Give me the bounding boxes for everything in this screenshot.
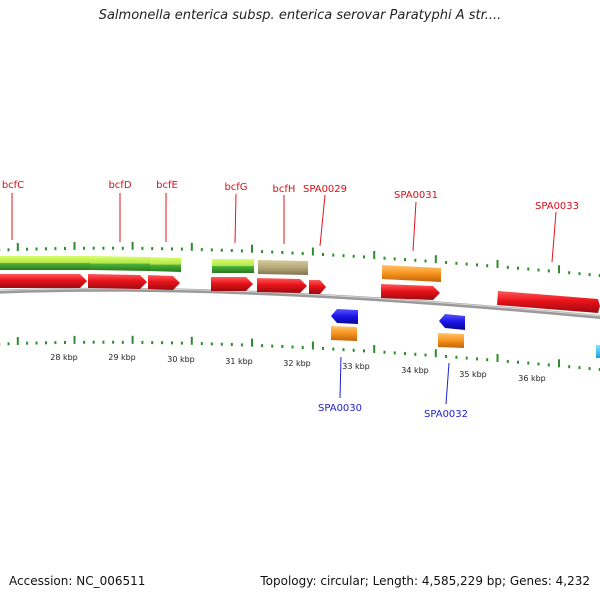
green-feature-bcfG[interactable] bbox=[212, 259, 254, 273]
label-bcfE[interactable]: bcfE bbox=[156, 180, 178, 191]
accession-text: Accession: NC_006511 bbox=[9, 574, 146, 588]
gene-bcfG[interactable] bbox=[211, 277, 253, 291]
gene-bcfH[interactable] bbox=[257, 278, 307, 293]
kbp-label: 30 kbp bbox=[167, 355, 195, 364]
label-SPA0031[interactable]: SPA0031 bbox=[394, 190, 438, 201]
khaki-feature-bcfH[interactable] bbox=[258, 260, 308, 275]
gene-bcfC[interactable] bbox=[0, 274, 87, 288]
bottom-gene-labels: SPA0030 SPA0032 bbox=[318, 356, 468, 420]
orange-feature-SPA0030[interactable] bbox=[331, 326, 357, 341]
label-bcfH[interactable]: bcfH bbox=[273, 184, 296, 195]
green-feature-bcfD[interactable] bbox=[90, 256, 150, 271]
gene-bcfD[interactable] bbox=[88, 274, 147, 289]
kbp-label: 28 kbp bbox=[50, 353, 78, 362]
genome-backbone-highlight bbox=[0, 288, 600, 317]
orange-feature-SPA0031[interactable] bbox=[382, 265, 441, 282]
gene-SPA0030[interactable] bbox=[331, 309, 358, 324]
kbp-label: 31 kbp bbox=[225, 357, 253, 366]
genome-title: Salmonella enterica subsp. enterica sero… bbox=[98, 8, 502, 23]
kbp-label: 36 kbp bbox=[518, 374, 546, 383]
label-SPA0032[interactable]: SPA0032 bbox=[424, 409, 468, 420]
top-tick-ring bbox=[0, 241, 600, 277]
green-feature-bcfC[interactable] bbox=[0, 256, 90, 270]
cyan-feature-edge[interactable] bbox=[596, 345, 600, 358]
kbp-scale-labels: 28 kbp 29 kbp 30 kbp 31 kbp 32 kbp 33 kb… bbox=[50, 353, 546, 383]
label-SPA0029[interactable]: SPA0029 bbox=[303, 184, 347, 195]
gene-SPA0032[interactable] bbox=[439, 314, 465, 330]
kbp-label: 33 kbp bbox=[342, 362, 370, 371]
genome-backbone bbox=[0, 287, 600, 320]
orange-feature-SPA0032[interactable] bbox=[438, 333, 464, 348]
gene-SPA0029[interactable] bbox=[309, 280, 326, 294]
label-bcfG[interactable]: bcfG bbox=[224, 182, 247, 193]
gene-bcfE[interactable] bbox=[148, 275, 180, 290]
forward-gene-track bbox=[0, 274, 600, 313]
feature-track-upper bbox=[0, 256, 441, 282]
top-gene-labels: bcfC bcfD bcfE bcfG bcfH SPA0029 SPA0031… bbox=[2, 180, 579, 263]
genome-summary-text: Topology: circular; Length: 4,585,229 bp… bbox=[260, 574, 590, 588]
label-bcfD[interactable]: bcfD bbox=[108, 180, 131, 191]
kbp-label: 35 kbp bbox=[459, 370, 487, 379]
label-SPA0033[interactable]: SPA0033 bbox=[535, 201, 579, 212]
label-SPA0030[interactable]: SPA0030 bbox=[318, 403, 362, 414]
green-feature-bcfE[interactable] bbox=[150, 257, 181, 272]
gene-SPA0033[interactable] bbox=[497, 291, 600, 313]
label-bcfC[interactable]: bcfC bbox=[2, 180, 24, 191]
kbp-label: 29 kbp bbox=[108, 353, 136, 362]
kbp-label: 34 kbp bbox=[401, 366, 429, 375]
reverse-gene-track bbox=[331, 309, 600, 358]
gene-SPA0031[interactable] bbox=[381, 284, 440, 300]
kbp-label: 32 kbp bbox=[283, 359, 311, 368]
